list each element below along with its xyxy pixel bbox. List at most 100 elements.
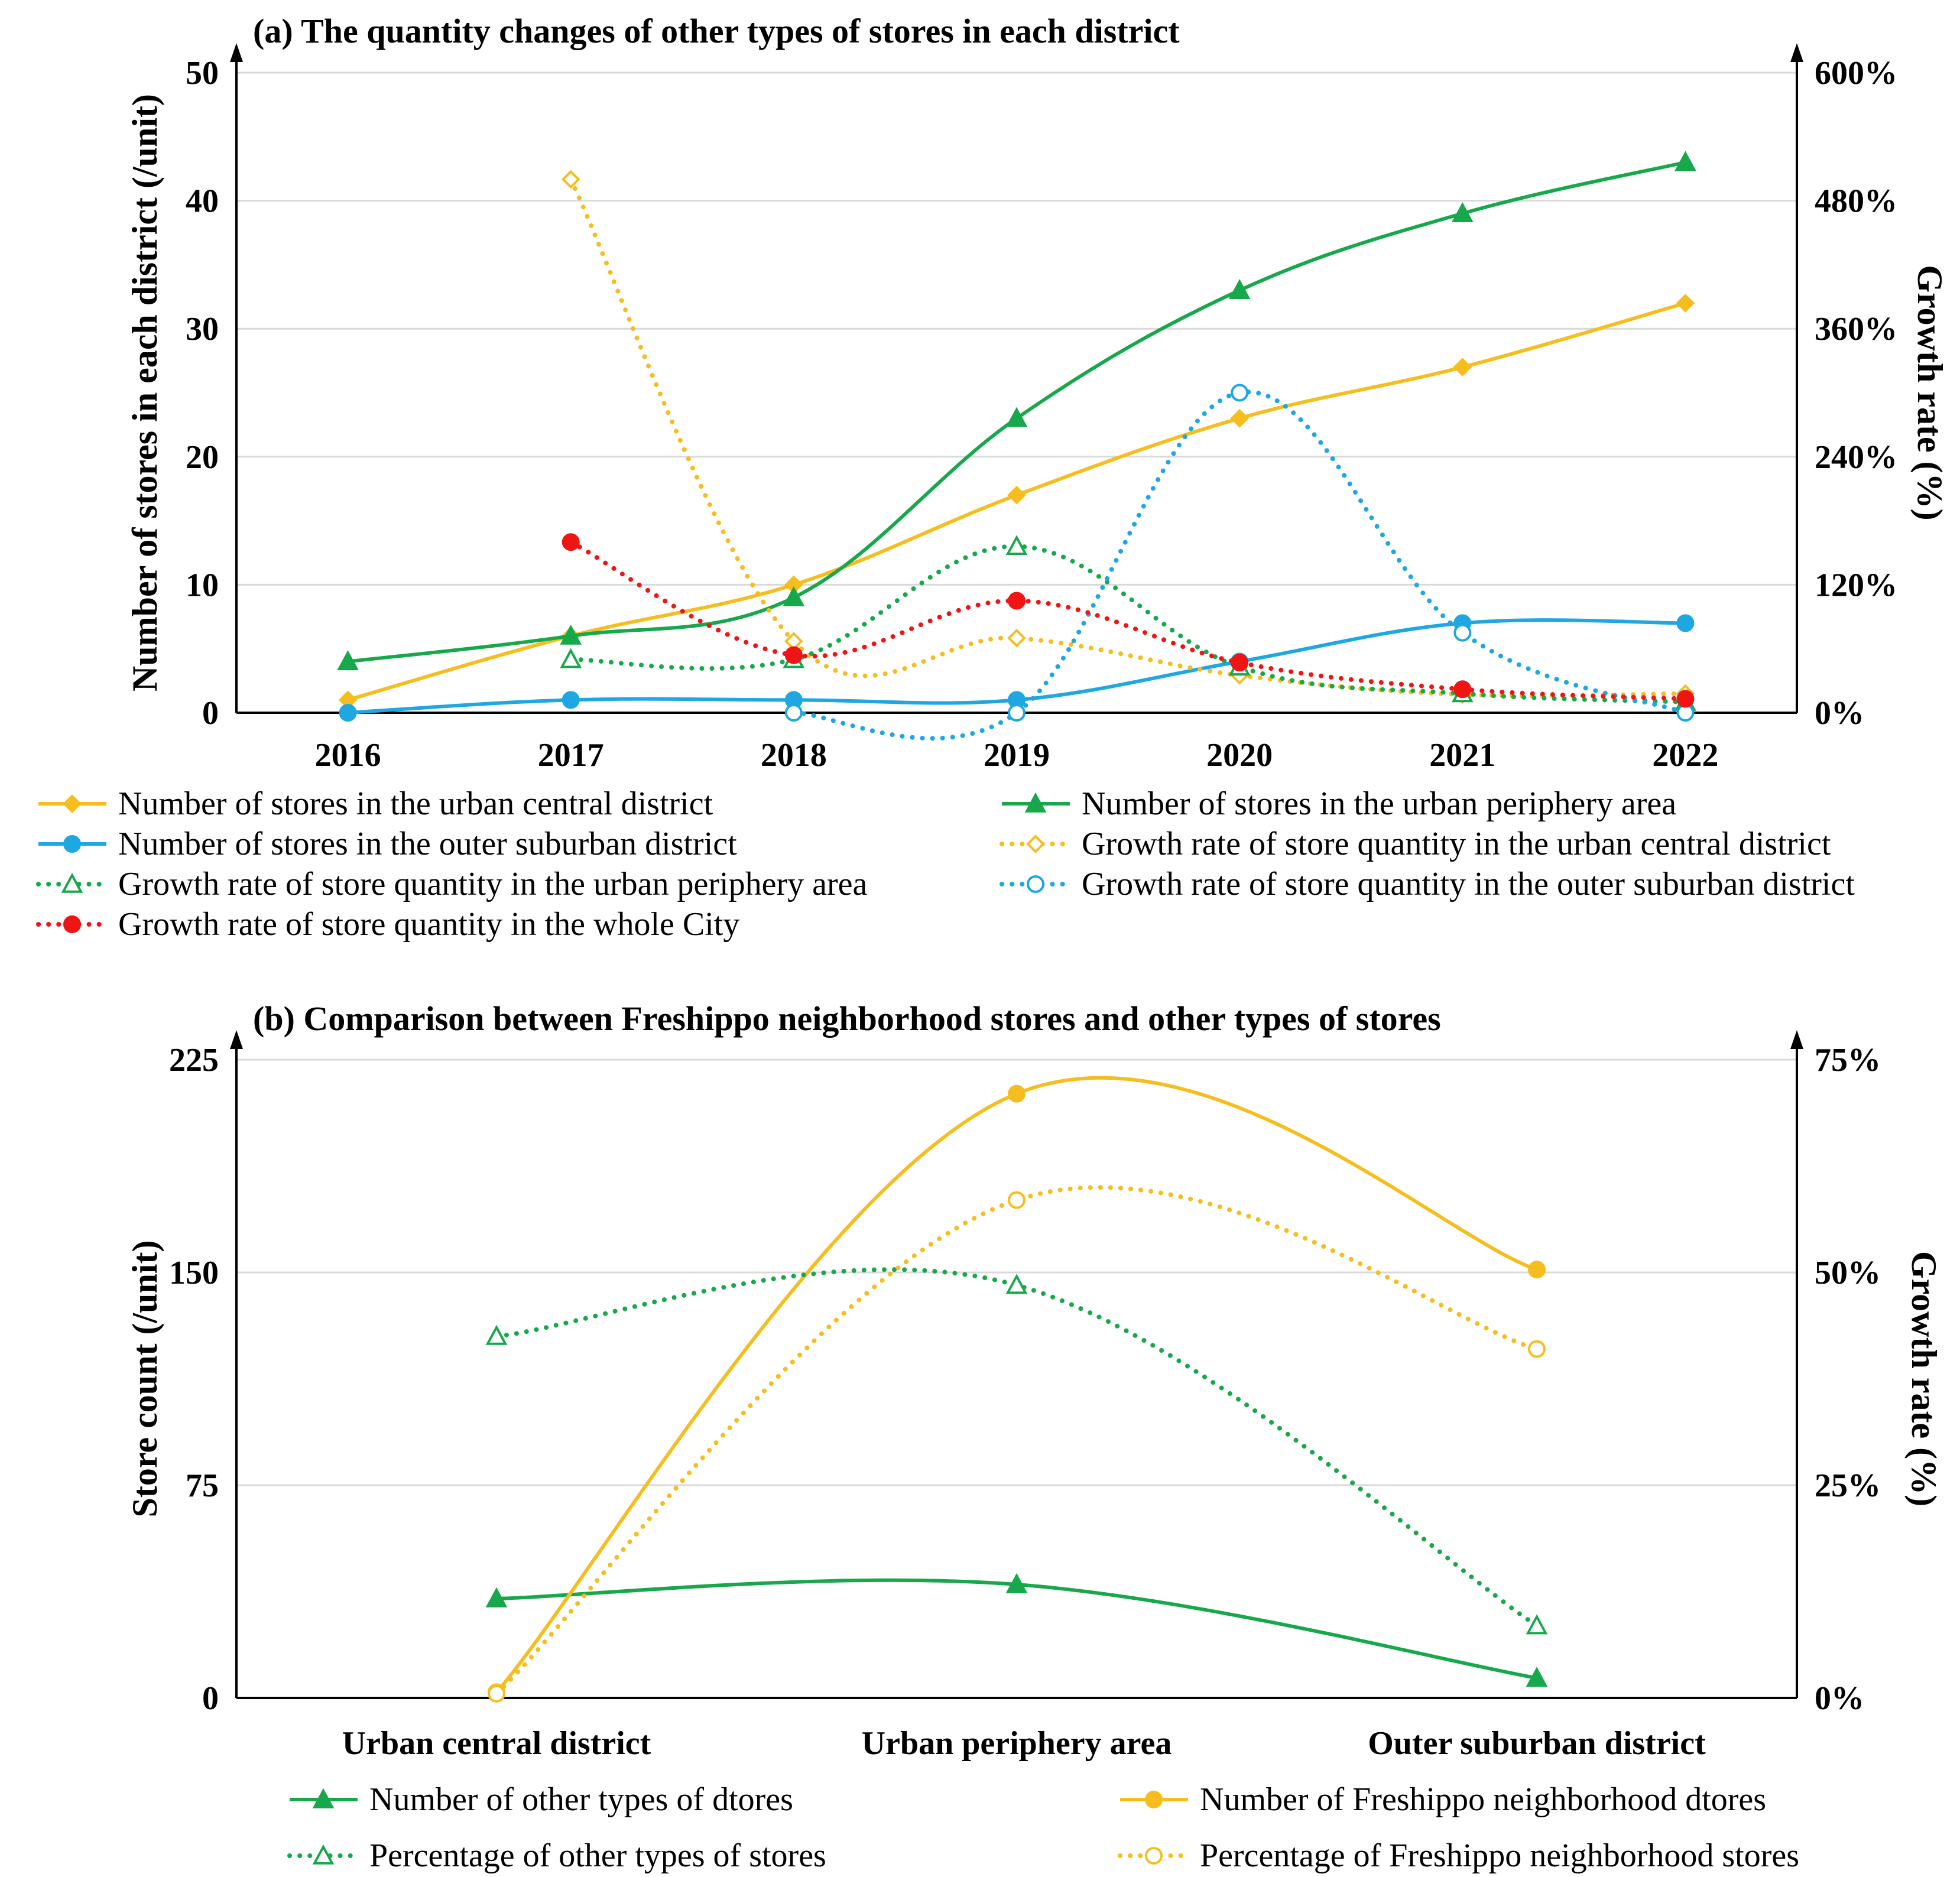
chart-a-legend-marker	[1024, 792, 1047, 813]
chart-a-legend-label: Growth rate of store quantity in the urb…	[118, 866, 867, 902]
chart-a-data-point	[1676, 294, 1695, 313]
chart-b-data-point	[485, 1324, 508, 1345]
chart-a-legend-marker	[61, 872, 83, 893]
chart-b-series-line	[496, 1578, 1537, 1680]
chart-a-legend-label: Number of stores in the urban periphery …	[1082, 785, 1676, 822]
chart-b-y-tick-label: 0	[202, 1680, 219, 1717]
chart-a-legend-marker	[63, 794, 82, 813]
chart-a-data-point	[1007, 628, 1026, 648]
chart-a-data-point	[1453, 623, 1472, 642]
chart-a-y-tick-label: 30	[186, 311, 219, 348]
chart-b-x-tick-label: Outer suburban district	[1368, 1725, 1706, 1762]
chart-a-data-point	[1007, 485, 1026, 505]
chart-b-legend-label: Number of other types of dtores	[369, 1781, 793, 1818]
chart-a-x-tick-label: 2018	[761, 737, 827, 774]
chart-a-data-point	[1453, 680, 1472, 699]
chart-b-legend-marker	[1145, 1847, 1163, 1865]
chart-b-legend-item: Percentage of other types of stores	[287, 1837, 826, 1874]
chart-a-data-point	[1005, 535, 1028, 556]
chart-a-x-tick-label: 2020	[1206, 737, 1273, 774]
chart-b-legend-label: Number of Freshippo neighborhood dtores	[1200, 1781, 1766, 1818]
chart-a-series-line	[568, 544, 1688, 704]
chart-a-data-point	[1675, 151, 1696, 171]
chart-a-legend-label: Growth rate of store quantity in the who…	[118, 906, 739, 943]
chart-a-y-right-tick-label: 240%	[1815, 439, 1897, 476]
chart-a-legend-label: Growth rate of store quantity in the urb…	[1082, 826, 1831, 862]
chart-a-y-tick-label: 0	[202, 695, 219, 732]
chart-a-data-point	[1008, 592, 1026, 610]
chart-a-series-growth-rate-of-store-quantity-in-the-whole-city	[562, 533, 1695, 708]
chart-a-series-number-of-stores-in-the-urban-periphery-area	[337, 151, 1696, 671]
chart-b-y-right-tick-label: 0%	[1815, 1680, 1864, 1717]
chart-b-data-point	[1005, 1573, 1028, 1593]
chart-a-x-tick-label: 2021	[1429, 737, 1495, 774]
chart-b-y-right-tick-label: 50%	[1815, 1255, 1881, 1291]
chart-b-data-point	[1008, 1084, 1026, 1103]
chart-b-legend-marker	[312, 1844, 335, 1865]
chart-b-series-percentage-of-other-types-of-stores	[485, 1267, 1548, 1635]
chart-b-series-percentage-of-freshippo-neighborhood-stores	[488, 1185, 1546, 1703]
chart-a-legend-item: Growth rate of store quantity in the out…	[1000, 866, 1855, 902]
chart-a-legend-label: Number of stores in the outer suburban d…	[118, 826, 737, 862]
chart-b-y-axis-arrow	[230, 1030, 243, 1049]
chart-a-data-point	[560, 624, 582, 645]
chart-b-data-point	[485, 1587, 508, 1608]
chart-a-series-growth-rate-of-store-quantity-in-the-outer-suburban-district	[784, 384, 1695, 741]
chart-a-x-tick-label: 2022	[1652, 737, 1718, 774]
chart-b-data-point	[1008, 1191, 1026, 1209]
chart-a-data-point	[1231, 384, 1249, 402]
chart-b-series-line	[494, 1267, 1539, 1628]
chart-a-y-right-tick-label: 0%	[1815, 695, 1864, 732]
chart-a-y-right-tick-label: 120%	[1815, 567, 1897, 603]
chart-a-data-point	[1676, 614, 1695, 632]
chart-a-data-point	[339, 704, 357, 722]
chart-b-legend-marker	[1145, 1791, 1163, 1808]
chart-a-data-point	[337, 650, 359, 671]
chart-b-data-point	[1528, 1261, 1546, 1279]
chart-a-data-point	[1230, 408, 1249, 428]
chart-b-x-tick-label: Urban periphery area	[862, 1725, 1172, 1762]
chart-a-y-right-axis-label: Growth rate (%)	[1910, 265, 1949, 520]
chart-b-y-right-tick-label: 75%	[1815, 1042, 1881, 1079]
chart-a-legend-item: Growth rate of store quantity in the urb…	[1000, 826, 1831, 862]
chart-a-data-point	[1451, 202, 1474, 223]
chart-a-legend-item: Number of stores in the outer suburban d…	[38, 826, 737, 862]
chart-a-data-point	[1453, 358, 1472, 377]
chart-a-legend-label: Growth rate of store quantity in the out…	[1082, 866, 1855, 902]
chart-b-legend-item: Number of other types of dtores	[290, 1781, 793, 1818]
chart-a-x-tick-label: 2017	[538, 737, 604, 774]
chart-a-legend-label: Number of stores in the urban central di…	[118, 785, 713, 822]
chart-a-data-point	[1231, 654, 1249, 672]
chart-a-data-point	[562, 533, 580, 551]
chart-b-legend-item: Percentage of Freshippo neighborhood sto…	[1118, 1837, 1799, 1874]
chart-a-legend-marker	[1026, 834, 1045, 853]
chart-a-data-point	[562, 691, 580, 709]
chart-a-series-line	[568, 540, 1688, 702]
chart-a-x-tick-label: 2019	[984, 737, 1050, 774]
chart-a-y-axis-label: Number of stores in each district (/unit…	[125, 94, 164, 691]
chart-b-data-point	[1526, 1667, 1548, 1687]
chart-a-data-point	[561, 170, 580, 189]
chart-a-data-point	[1228, 279, 1251, 299]
chart-b-y-right-axis-arrow	[1790, 1030, 1803, 1049]
chart-b-y-tick-label: 225	[169, 1042, 219, 1079]
chart-b-data-point	[1528, 1340, 1546, 1358]
chart-a-data-point	[560, 648, 582, 668]
chart-a-y-right-axis-arrow	[1790, 43, 1803, 62]
chart-a-x-tick-label: 2016	[315, 737, 381, 774]
chart-a: (a) The quantity changes of other types …	[36, 12, 1949, 943]
chart-a-series-growth-rate-of-store-quantity-in-the-urban-central-district	[561, 170, 1695, 704]
chart-b: (b) Comparison between Freshippo neighbo…	[125, 999, 1943, 1874]
chart-a-legend-item: Growth rate of store quantity in the urb…	[36, 866, 867, 902]
chart-a-title: (a) The quantity changes of other types …	[253, 12, 1180, 50]
chart-a-y-right-tick-label: 600%	[1815, 55, 1897, 92]
chart-b-y-right-axis-label: Growth rate (%)	[1904, 1251, 1943, 1506]
chart-b-y-tick-label: 150	[169, 1255, 219, 1291]
chart-b-legend-item: Number of Freshippo neighborhood dtores	[1120, 1781, 1766, 1818]
chart-b-data-point	[488, 1684, 505, 1703]
chart-b-legend-label: Percentage of other types of stores	[369, 1837, 826, 1874]
chart-b-y-tick-label: 75	[186, 1467, 219, 1504]
chart-b-legend-marker	[312, 1788, 335, 1808]
chart-a-legend-item: Growth rate of store quantity in the who…	[36, 906, 739, 943]
